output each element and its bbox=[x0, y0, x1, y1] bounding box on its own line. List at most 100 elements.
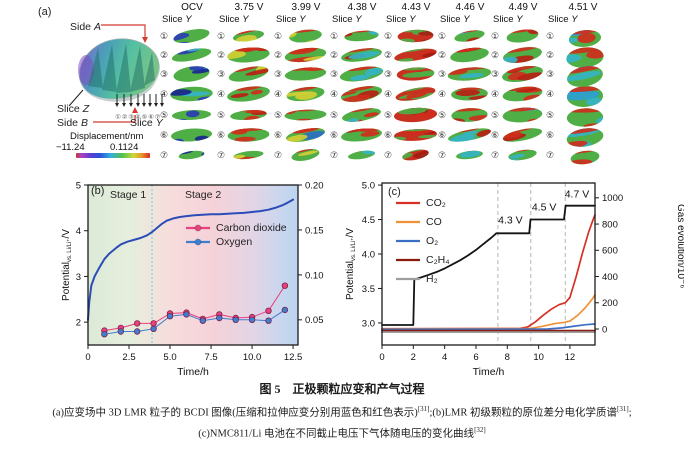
slice-index-number: ③ bbox=[128, 114, 134, 121]
slice-column: 4.38 V Slice Y ① ② ③ ④ ⑤ ⑥ ⑦ bbox=[330, 2, 388, 174]
y-axis-label-left: Potentialvs. Li/Li⁺/V bbox=[61, 229, 73, 301]
legend-item: Oxygen bbox=[185, 235, 287, 249]
slice-row-marker: ⑤ bbox=[330, 110, 339, 120]
stage-gradient-background bbox=[88, 185, 298, 345]
x-tick-label: 4 bbox=[442, 352, 447, 363]
slice-blob-image bbox=[506, 27, 540, 43]
y-left-tick-label: 3 bbox=[76, 272, 81, 283]
slice-blob-image bbox=[395, 84, 437, 104]
y-left-tick-label: 5 bbox=[76, 180, 81, 191]
y-right-tick-label: 0 bbox=[602, 324, 607, 335]
slice-row-marker: ① bbox=[384, 31, 393, 41]
slice-blob-image bbox=[393, 127, 438, 141]
slice-blob-image bbox=[232, 28, 265, 44]
voltage-annotation: 4.7 V bbox=[565, 188, 590, 200]
slice-row-marker: ① bbox=[330, 31, 339, 41]
slice-column: OCV Slice Y ① ② ③ ④ ⑤ ⑥ ⑦ bbox=[160, 2, 218, 174]
slice-row-marker: ③ bbox=[438, 69, 447, 79]
caption-line-3: (c)NMC811/Li 电池在不同截止电压下气体随电压的变化曲线[32] bbox=[0, 422, 684, 443]
slice-column: 4.43 V Slice Y ① ② ③ ④ ⑤ ⑥ ⑦ bbox=[384, 2, 442, 174]
y-right-tick-label: 0.10 bbox=[305, 270, 324, 281]
slice-blob-image bbox=[566, 107, 604, 128]
slice-y-header: Slice Y bbox=[493, 14, 523, 25]
slice-row-marker: ⑤ bbox=[274, 110, 283, 120]
slice-index-number: ⑥ bbox=[148, 114, 154, 121]
slice-z-pointer bbox=[68, 89, 84, 107]
data-point-marker bbox=[133, 320, 141, 327]
legend-item: CO bbox=[395, 212, 450, 231]
voltage-label: 4.49 V bbox=[508, 2, 538, 13]
legend-item: C₂H₄ bbox=[395, 250, 450, 269]
legend-label: O₂ bbox=[426, 234, 439, 247]
colorbar-max: 0.1124 bbox=[110, 142, 139, 153]
figure-caption: 图 5 正极颗粒应变和产气过程 (a)应变场中 3D LMR 粒子的 BCDI … bbox=[0, 380, 684, 442]
slice-blob-image bbox=[339, 84, 383, 104]
slice-row-marker: ⑥ bbox=[438, 130, 447, 140]
slice-row-marker: ⑦ bbox=[384, 150, 393, 160]
reference-superscript: [32] bbox=[474, 425, 486, 434]
slice-row-marker: ⑥ bbox=[546, 130, 555, 140]
data-point-marker bbox=[150, 325, 157, 332]
slice-row-marker: ④ bbox=[330, 89, 339, 99]
y-right-tick-label: 200 bbox=[602, 298, 618, 309]
data-point-marker bbox=[216, 314, 223, 322]
x-tick-label: 2.5 bbox=[122, 352, 135, 363]
slice-row-marker: ⑥ bbox=[384, 130, 393, 140]
y-right-tick-label: 0.05 bbox=[305, 315, 324, 326]
caption-text: (a)应变场中 3D LMR 粒子的 BCDI 图像(压缩和拉伸应变分别用蓝色和… bbox=[52, 407, 418, 419]
slice-row-marker: ④ bbox=[384, 89, 393, 99]
slice-blob-image bbox=[233, 149, 264, 161]
slice-row-marker: ⑤ bbox=[546, 110, 555, 120]
panel-c-legend: CO₂ CO O₂ C₂H₄ H₂ bbox=[395, 193, 450, 288]
slice-row-marker: ④ bbox=[274, 89, 283, 99]
slice-row-marker: ② bbox=[491, 50, 500, 60]
reference-superscript: [31] bbox=[617, 405, 629, 413]
slice-blob-image bbox=[172, 29, 210, 46]
slice-row-marker: ① bbox=[160, 31, 169, 41]
legend-label: Carbon dioxide bbox=[216, 222, 287, 234]
data-point-marker bbox=[265, 317, 272, 324]
slice-row-marker: ⑥ bbox=[160, 130, 169, 140]
caption-title: 图 5 正极颗粒应变和产气过程 bbox=[259, 382, 425, 396]
slice-blob-image bbox=[502, 64, 544, 82]
slice-index-number: ② bbox=[122, 114, 128, 121]
slice-row-marker: ③ bbox=[217, 69, 226, 79]
voltage-label: 4.38 V bbox=[347, 2, 377, 13]
slice-row-marker: ② bbox=[217, 50, 226, 60]
slice-y-header: Slice Y bbox=[548, 14, 578, 25]
slice-column: 3.75 V Slice Y ① ② ③ ④ ⑤ ⑥ ⑦ bbox=[217, 2, 275, 174]
slice-blob-image bbox=[342, 105, 381, 125]
slice-blob-image bbox=[227, 85, 270, 102]
legend-swatch bbox=[396, 239, 420, 242]
x-tick-label: 12.5 bbox=[284, 352, 303, 363]
slice-blob-image bbox=[170, 128, 213, 143]
slice-row-marker: ④ bbox=[546, 89, 555, 99]
side-a-label: Side A bbox=[70, 21, 101, 33]
caption-text: ; bbox=[628, 407, 632, 419]
y-right-tick-label: 0.15 bbox=[305, 225, 324, 236]
legend-label: CO bbox=[426, 215, 442, 228]
slice-row-marker: ③ bbox=[546, 69, 555, 79]
slice-index-number: ⑤ bbox=[141, 114, 147, 121]
slice-blob-image bbox=[565, 126, 605, 150]
data-point-marker bbox=[248, 316, 256, 323]
slice-blob-image bbox=[226, 45, 271, 63]
slice-row-marker: ⑤ bbox=[384, 110, 393, 120]
x-tick-label: 10 bbox=[533, 352, 544, 363]
y-right-tick-label: 400 bbox=[602, 272, 618, 283]
panel-a-slice-grid: OCV Slice Y ① ② ③ ④ ⑤ ⑥ ⑦ 3.75 V Slice Y ① ② ③ ④ ⑤ ⑥ ⑦ 3.9… bbox=[0, 0, 684, 176]
slice-row-marker: ⑦ bbox=[491, 150, 500, 160]
slice-row-marker: ③ bbox=[160, 69, 169, 79]
particle-blob bbox=[78, 38, 160, 102]
slice-blob-image bbox=[340, 126, 383, 142]
slice-blob-image bbox=[566, 86, 604, 107]
voltage-label: 4.51 V bbox=[568, 2, 598, 13]
voltage-label: OCV bbox=[181, 2, 203, 13]
x-tick-label: 7.5 bbox=[204, 352, 217, 363]
x-tick-label: 0 bbox=[379, 352, 384, 363]
data-point-marker bbox=[150, 320, 157, 327]
slice-blob-image bbox=[451, 86, 489, 101]
legend-swatch bbox=[396, 277, 420, 280]
slice-y-header: Slice Y bbox=[219, 14, 249, 25]
